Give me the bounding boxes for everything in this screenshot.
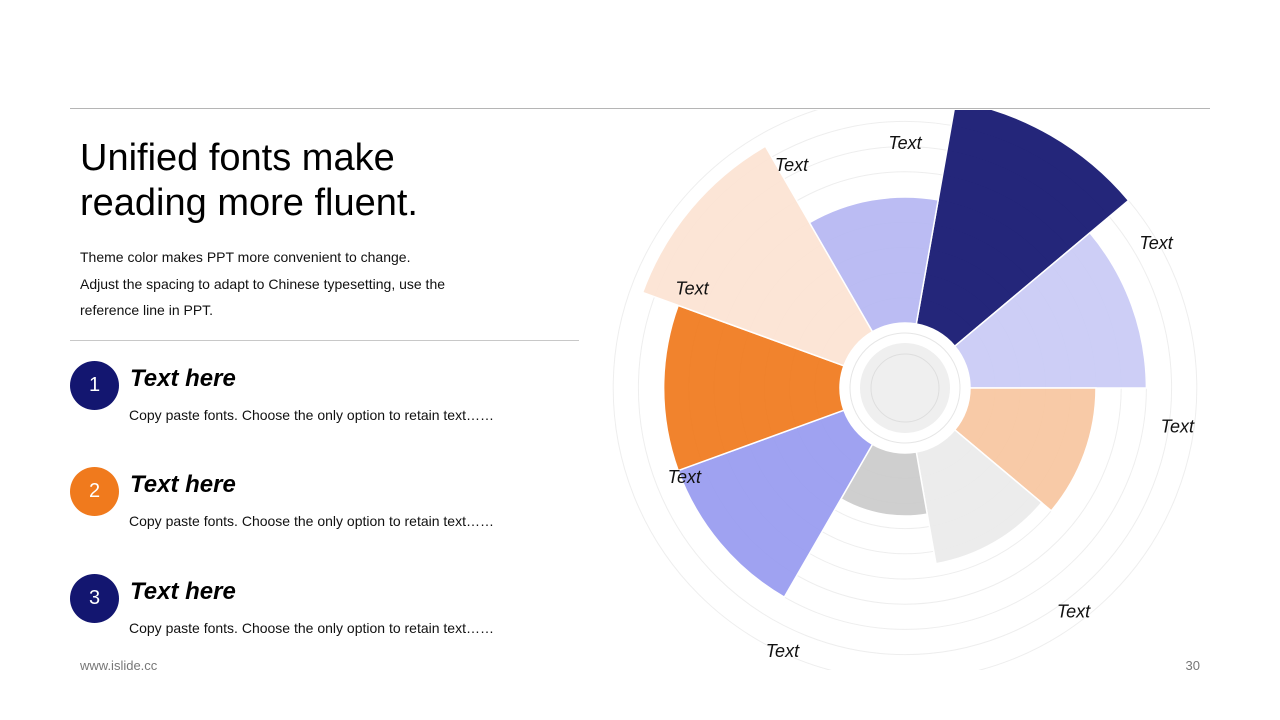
page-number: 30 <box>1185 658 1200 673</box>
description-line-1: Theme color makes PPT more convenient to… <box>80 249 411 265</box>
number-badge-1: 1 <box>70 361 119 410</box>
top-divider <box>70 108 1210 109</box>
rose-chart: Text Text Text Text Text Text Text Text <box>612 110 1198 670</box>
description: Theme color makes PPT more convenient to… <box>80 244 500 324</box>
item-body-2: Copy paste fonts. Choose the only option… <box>129 513 494 529</box>
grid-ring-9 <box>612 110 1198 670</box>
rose-petal-8 <box>641 145 874 367</box>
category-label-1: Text <box>1139 233 1173 253</box>
rose-petal-7 <box>662 304 845 472</box>
grid-ring-8 <box>637 120 1173 656</box>
category-label-2: Text <box>1161 416 1195 436</box>
category-label-3: Text <box>1057 602 1091 622</box>
list-item-1: 1 Text here Copy paste fonts. Choose the… <box>70 361 590 441</box>
title-line-2: reading more fluent. <box>80 182 418 224</box>
rose-petal-2 <box>953 231 1148 389</box>
item-heading-1: Text here <box>130 365 236 392</box>
category-label-7: Text <box>775 155 809 175</box>
section-divider <box>70 340 579 341</box>
rose-petal-9 <box>808 196 940 333</box>
item-heading-3: Text here <box>130 578 236 605</box>
title-line-1: Unified fonts make <box>80 137 395 179</box>
number-badge-2: 2 <box>70 467 119 516</box>
rose-petal-4 <box>915 428 1043 565</box>
item-body-1: Copy paste fonts. Choose the only option… <box>129 407 494 423</box>
chart-labels: Text Text Text Text Text Text Text Text <box>668 133 1195 661</box>
chart-petals <box>641 110 1148 599</box>
description-line-3: reference line in PPT. <box>80 302 214 318</box>
number-badge-3: 3 <box>70 574 119 623</box>
list-item-2: 2 Text here Copy paste fonts. Choose the… <box>70 467 590 547</box>
center-ring <box>870 353 940 423</box>
chart-center <box>849 332 961 444</box>
description-line-2: Adjust the spacing to adapt to Chinese t… <box>80 275 446 292</box>
center-disc <box>860 343 950 433</box>
page-title: Unified fonts make reading more fluent. <box>80 136 540 226</box>
rose-petal-6 <box>677 409 874 599</box>
category-label-6: Text <box>675 279 709 299</box>
item-body-3: Copy paste fonts. Choose the only option… <box>129 620 494 636</box>
category-label-8: Text <box>888 133 922 153</box>
category-label-5: Text <box>668 467 702 487</box>
rose-petal-1 <box>915 110 1130 348</box>
item-heading-2: Text here <box>130 471 236 498</box>
list-item-3: 3 Text here Copy paste fonts. Choose the… <box>70 574 590 654</box>
category-label-4: Text <box>766 641 800 661</box>
rose-petal-3 <box>953 387 1097 512</box>
footer-url: www.islide.cc <box>80 658 158 673</box>
